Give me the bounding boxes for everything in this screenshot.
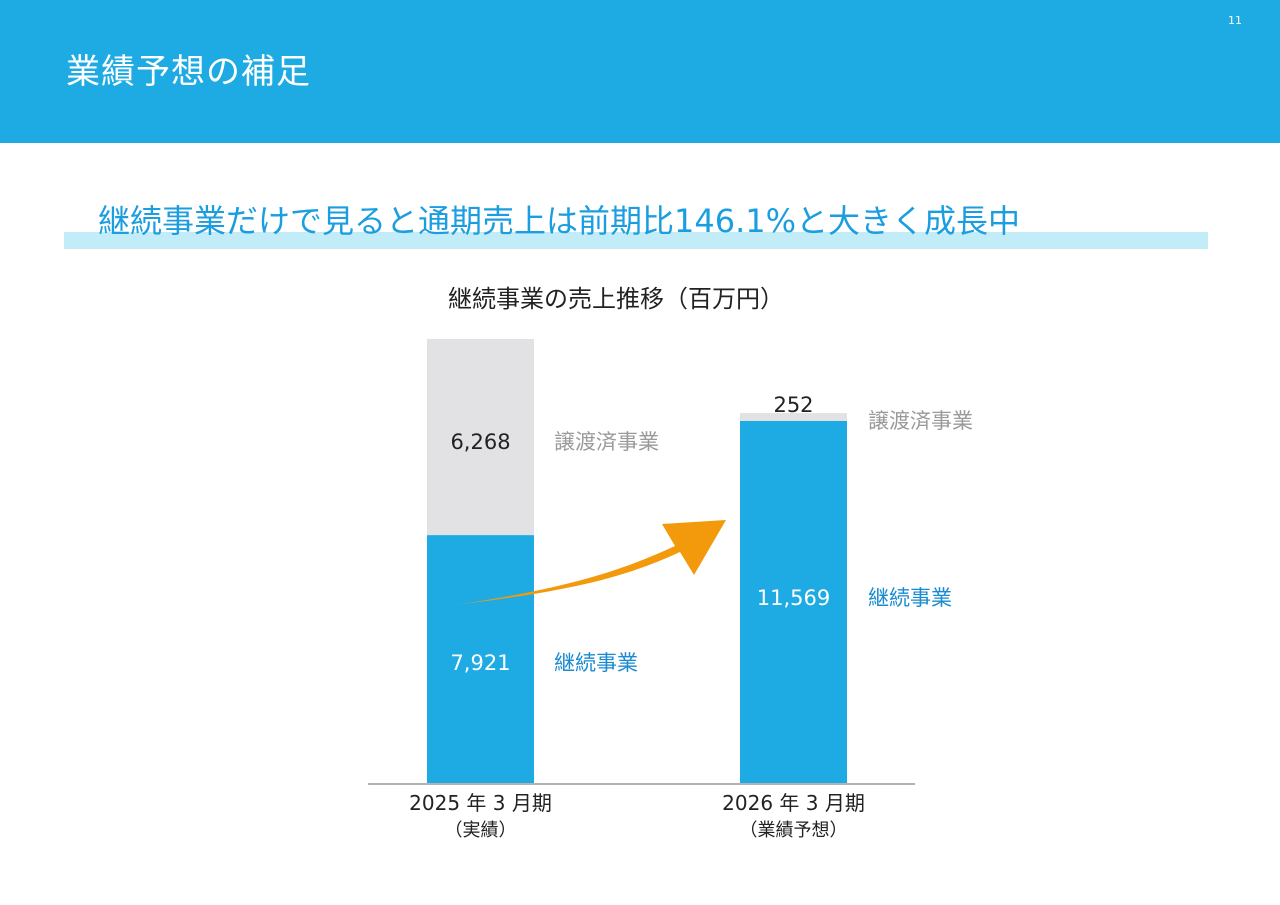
value-label-divested-2: 252 — [773, 393, 813, 417]
page-number: 11 — [1228, 14, 1242, 27]
growth-arrow — [455, 520, 726, 605]
series-label-divested-2: 譲渡済事業 — [868, 409, 973, 433]
bar-divested-1 — [427, 339, 534, 536]
header-band — [0, 0, 1280, 143]
value-label-continuing-1: 7,921 — [450, 651, 510, 675]
x-tick-sublabel-2: （業績予想） — [740, 820, 848, 841]
page-title: 業績予想の補足 — [66, 52, 311, 92]
series-label-continuing-1: 継続事業 — [554, 651, 638, 675]
x-tick-label-1: 2025 年 3 月期 — [409, 791, 552, 815]
x-tick-label-2: 2026 年 3 月期 — [722, 791, 865, 815]
bar-continuing-1 — [427, 535, 534, 783]
bar-divested-2 — [740, 413, 847, 421]
chart-title: 継続事業の売上推移（百万円） — [448, 285, 784, 313]
headline-highlight-bar — [64, 232, 1208, 249]
series-label-continuing-2: 継続事業 — [868, 586, 952, 610]
x-tick-sublabel-1: （実績） — [445, 820, 517, 841]
bar-continuing-2 — [740, 420, 847, 783]
value-label-divested-1: 6,268 — [450, 430, 510, 454]
value-label-continuing-2: 11,569 — [757, 586, 830, 610]
headline: 継続事業だけで見ると通期売上は前期比146.1%と大きく成長中 — [98, 202, 1021, 240]
series-label-divested-1: 譲渡済事業 — [554, 430, 659, 454]
